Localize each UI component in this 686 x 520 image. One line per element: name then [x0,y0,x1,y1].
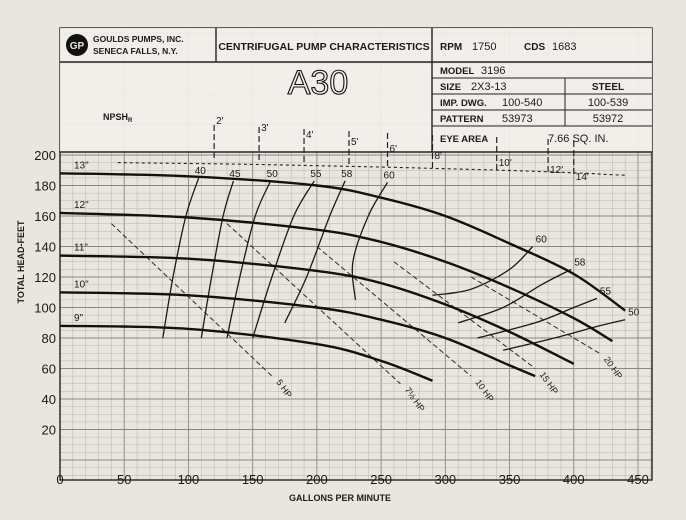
npsh-value-label: 2' [216,116,224,127]
head-curve [59,291,536,378]
hp-line [470,276,600,354]
efficiency-label: 45 [229,169,241,180]
x-axis-label: GALLONS PER MINUTE [289,493,391,503]
curve-code: A30 [288,64,349,102]
impeller-diameter-label: 9" [74,313,84,324]
y-tick-label: 100 [34,301,56,316]
y-tick-label: 160 [34,209,56,224]
size-label: SIZE [440,82,461,93]
axes: 0 50 100 150 200 250 300 350 400 450 20 40 60 80 100 12… [34,148,649,487]
imp-dwg-value: 100-540 [502,97,542,109]
model-label: MODEL [440,66,475,77]
x-tick-label: 450 [627,472,649,487]
impeller-diameter-label: 12" [74,200,89,211]
efficiency-label: 55 [600,286,612,297]
head-curve [59,172,626,312]
efficiency-curve [502,319,626,351]
logo-text: GP [70,41,85,52]
company-line2: SENECA FALLS, N.Y. [93,46,178,56]
npsh-value-label: 3' [261,123,269,134]
npsh-value-label: 12' [550,165,563,176]
head-curve [59,211,613,343]
material-label: STEEL [592,82,624,93]
efficiency-label: 50 [267,169,279,180]
efficiency-curve [200,180,235,339]
efficiency-label: 60 [536,235,548,246]
npsh-value-label: 10' [499,158,512,169]
company-line1: GOULDS PUMPS, INC. [93,34,184,44]
npsh-value-label: 5' [351,137,359,148]
cds-value: 1683 [552,41,576,53]
efficiency-curves: 40 45 50 55 58 60 60 58 55 50 [162,166,640,351]
efficiency-label: 55 [310,169,322,180]
y-tick-label: 80 [42,331,56,346]
npsh-value-label: 14' [576,172,589,183]
npsh-label: NPSHR [103,112,133,124]
header-block: GP GOULDS PUMPS, INC. SENECA FALLS, N.Y.… [60,28,652,153]
impeller-diameter-label: 13" [74,160,89,171]
x-tick-label: 100 [178,472,200,487]
npsh-curve: 2' 3' 4' 5' 6' 8' 10' 12' 14' [117,116,626,183]
size-value: 2X3-13 [471,81,506,93]
hp-line [226,223,401,385]
impeller-diameter-label: 10" [74,279,89,290]
npsh-value-label: 6' [390,144,398,155]
efficiency-label: 40 [195,166,207,177]
y-tick-label: 140 [34,240,56,255]
pattern-label: PATTERN [440,114,484,125]
chart-title: CENTRIFUGAL PUMP CHARACTERISTICS [218,41,429,53]
x-tick-label: 0 [56,472,63,487]
cds-label: CDS [524,42,545,53]
y-tick-label: 120 [34,270,56,285]
y-axis-label: TOTAL HEAD-FEET [16,220,26,304]
efficiency-curve [477,297,598,339]
head-curves: 13" 12" 11" 10" 9" [59,160,626,382]
x-tick-label: 150 [242,472,264,487]
efficiency-curve [284,180,346,324]
y-tick-label: 180 [34,179,56,194]
head-curve [59,324,433,382]
eye-area-value: 7.66 SQ. IN. [548,133,609,145]
efficiency-curve [162,177,200,339]
pattern-value: 53973 [502,113,533,125]
npsh-value-label: 8' [434,151,442,162]
y-tick-label: 40 [42,392,56,407]
y-tick-label: 60 [42,362,56,377]
eye-area-label: EYE AREA [440,134,488,145]
x-tick-label: 350 [499,472,521,487]
npsh-line [117,162,626,176]
hp-line [316,246,472,377]
header-background [60,28,652,152]
npsh-value-label: 4' [306,130,314,141]
efficiency-curve [457,268,572,324]
steel-dwg-value: 100-539 [588,97,628,109]
efficiency-label: 60 [384,170,396,181]
imp-dwg-label: IMP. DWG. [440,98,487,109]
efficiency-curve [252,180,315,339]
x-tick-label: 250 [370,472,392,487]
hp-line [393,261,536,369]
hp-line [111,223,273,377]
rpm-value: 1750 [472,41,496,53]
steel-pattern-value: 53972 [593,113,624,125]
model-value: 3196 [481,65,505,77]
efficiency-label: 50 [628,308,640,319]
x-tick-label: 200 [306,472,328,487]
rpm-label: RPM [440,42,462,53]
y-tick-label: 20 [42,423,56,438]
efficiency-label: 58 [574,257,586,268]
efficiency-curve [226,180,272,339]
gp-logo-icon [66,34,88,56]
head-curve [59,254,575,365]
impeller-diameter-label: 11" [74,243,88,254]
x-tick-label: 300 [434,472,456,487]
y-tick-label: 200 [34,148,56,163]
x-tick-label: 400 [563,472,585,487]
efficiency-label: 58 [341,169,353,180]
x-tick-label: 50 [117,472,131,487]
